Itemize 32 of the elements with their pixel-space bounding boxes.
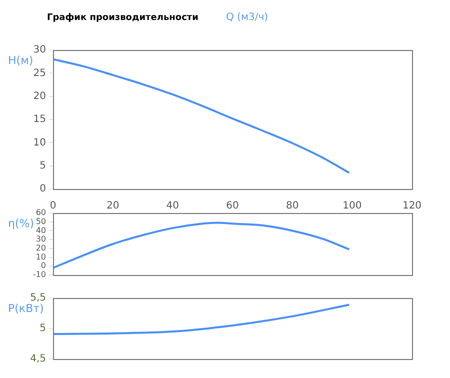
- x-tick-label: 100: [342, 200, 362, 212]
- y-tick-label: 30: [33, 44, 46, 56]
- y-tick-label: 4,5: [30, 354, 46, 365]
- line-series: [53, 304, 350, 335]
- chart-title: График производительности: [47, 13, 198, 23]
- y-tick-label: 15: [33, 114, 46, 126]
- x-axis-title: Q (м3/ч): [226, 12, 268, 23]
- y-tick-label: 20: [36, 244, 46, 253]
- y-tick-label: 50: [36, 216, 46, 226]
- y-tick-label: 25: [33, 68, 46, 79]
- y-tick-label: 0: [40, 184, 46, 195]
- y-tick-label: 20: [33, 90, 46, 102]
- x-tick-label: 80: [286, 200, 299, 212]
- y-axis-title: P(кВт): [8, 302, 44, 315]
- y-tick-label: 0: [40, 261, 46, 270]
- y-tick-label: 10: [36, 252, 46, 262]
- y-tick-label: 40: [36, 226, 46, 235]
- line-series: [53, 58, 350, 174]
- x-tick-label: 60: [226, 200, 239, 212]
- y-axis-title: H(м): [8, 54, 34, 67]
- y-tick-label: 5,5: [30, 292, 46, 304]
- y-tick-label: 5: [40, 323, 46, 334]
- y-tick-label: 30: [36, 234, 46, 244]
- x-tick-label: 120: [402, 200, 422, 212]
- x-tick-label: 20: [106, 200, 120, 212]
- y-tick-label: -10: [32, 270, 46, 280]
- x-tick-label: 40: [166, 200, 180, 212]
- y-axis-title: η(%): [8, 217, 34, 230]
- y-tick-label: 5: [40, 160, 46, 172]
- x-tick-label: 0: [50, 200, 56, 212]
- y-tick-label: 10: [33, 137, 46, 148]
- line-series: [53, 222, 350, 269]
